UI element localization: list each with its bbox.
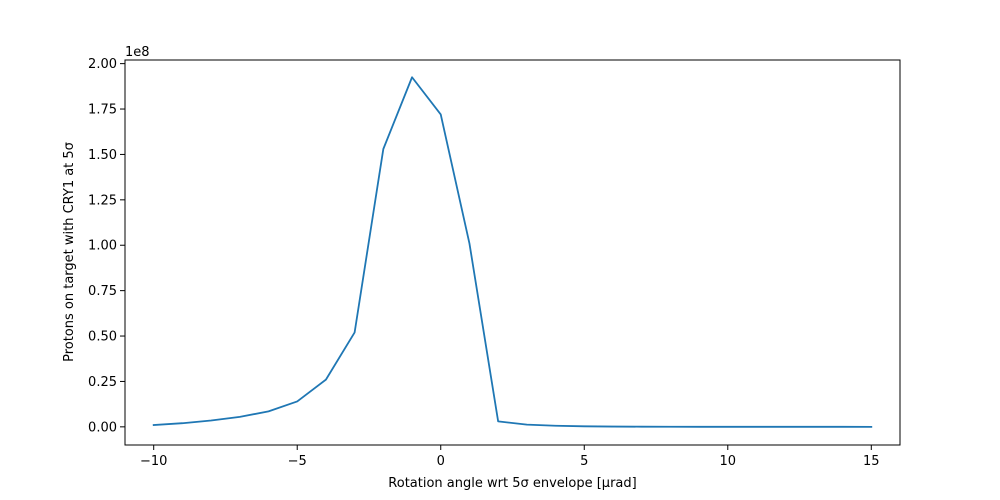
x-axis-ticks: −10 −5 0 5 10 15 [140,445,880,469]
y-axis-offset-label: 1e8 [125,45,150,60]
y-tick-label: 0.25 [88,375,117,390]
y-axis-ticks: 0.00 0.25 0.50 0.75 1.00 1.25 1.50 1.75 2.00 [88,57,125,435]
x-tick-label: 5 [580,454,588,469]
plot-area [152,76,873,428]
x-tick-label: 10 [720,454,737,469]
y-tick-label: 1.25 [88,193,117,208]
y-tick-label: 1.75 [88,103,117,118]
plot-frame [124,59,901,446]
y-tick-label: 0.75 [88,284,117,299]
y-tick-label: 1.00 [88,239,117,254]
x-tick-label: 15 [863,454,880,469]
series-line [152,76,873,428]
x-axis-title: Rotation angle wrt 5σ envelope [μrad] [388,476,636,491]
x-tick-label: 0 [437,454,445,469]
y-tick-label: 1.50 [88,148,117,163]
x-tick-label: −10 [140,454,167,469]
y-tick-label: 0.00 [88,420,117,435]
x-tick-label: −5 [288,454,307,469]
y-axis-title: Protons on target with CRY1 at 5σ [62,142,77,362]
y-tick-label: 0.50 [88,330,117,345]
y-tick-label: 2.00 [88,57,117,72]
